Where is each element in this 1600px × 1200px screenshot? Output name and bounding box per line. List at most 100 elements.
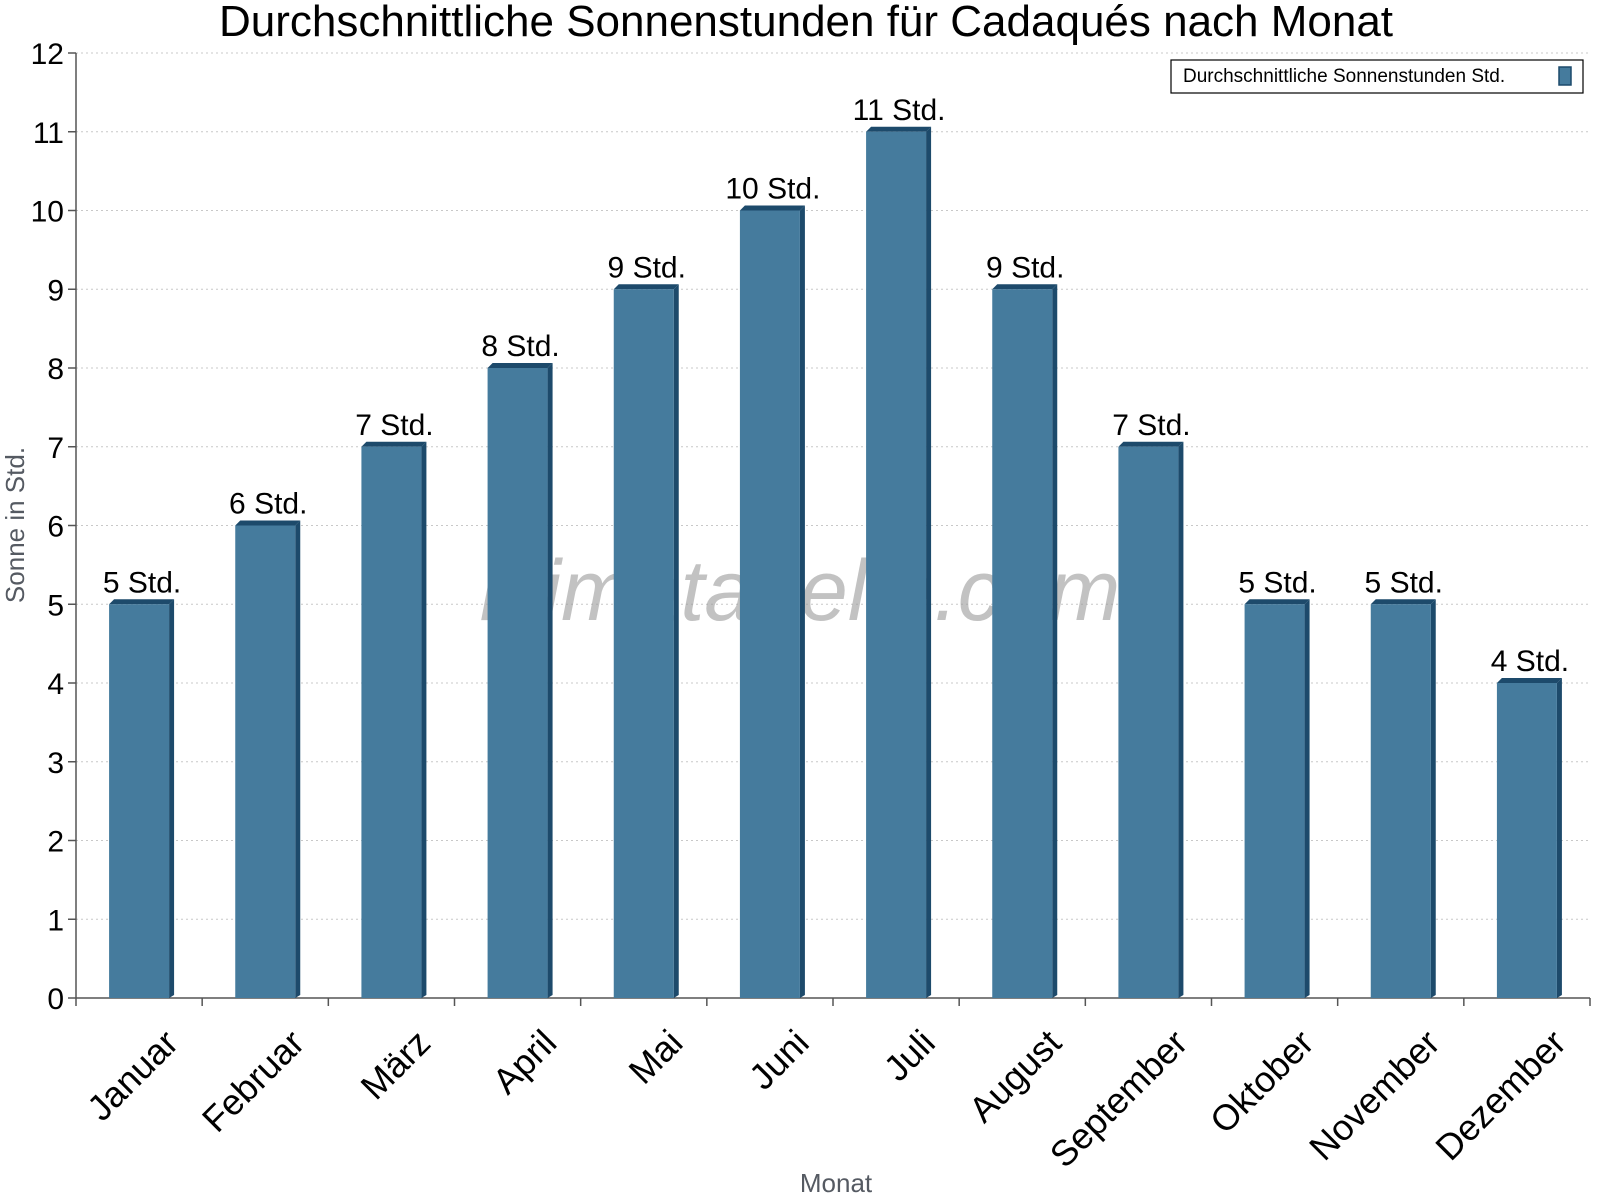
x-tick-labels: Januar Februar März April Mai Juni Juli AugustS… <box>79 1022 1574 1176</box>
bar-side <box>1430 599 1436 998</box>
chart-title: Durchschnittliche Sonnenstunden für Cada… <box>219 0 1393 46</box>
bar-januar <box>109 599 175 998</box>
bar-september <box>1118 441 1184 998</box>
y-tick-label: 4 <box>47 668 64 701</box>
bar-dezember <box>1496 678 1562 998</box>
bar-side <box>1556 678 1562 998</box>
bar-side <box>1052 284 1058 998</box>
bar-top <box>1118 441 1184 447</box>
bar <box>613 289 674 998</box>
bar-side <box>926 126 932 998</box>
x-tick-label: August <box>961 1022 1069 1130</box>
data-label: 8 Std. <box>481 330 559 363</box>
bar-top <box>739 205 805 211</box>
bar-juni <box>739 205 805 998</box>
bar-top <box>109 599 175 605</box>
y-tick-label: 7 <box>47 432 64 465</box>
legend-swatch <box>1558 66 1572 86</box>
x-tick-label: November <box>1301 1022 1447 1168</box>
bar-side <box>673 284 679 998</box>
x-tick-label: Oktober <box>1202 1022 1322 1142</box>
y-tick-label: 9 <box>47 274 64 307</box>
data-label: 9 Std. <box>608 251 686 284</box>
bar-februar <box>235 520 301 998</box>
bar-top <box>1244 599 1310 605</box>
grid-lines <box>76 52 1590 920</box>
y-tick-label: 8 <box>47 353 64 386</box>
data-label: 10 Std. <box>725 173 820 206</box>
bar <box>361 446 422 998</box>
bar <box>866 131 927 998</box>
axes <box>68 52 1591 1006</box>
data-label: 7 Std. <box>355 409 433 442</box>
data-label: 11 Std. <box>853 94 946 127</box>
bar-side <box>421 441 427 998</box>
bar-side <box>169 599 175 998</box>
y-tick-label: 3 <box>47 747 64 780</box>
bar-top <box>1496 678 1562 683</box>
y-tick-label: 11 <box>33 117 64 150</box>
y-axis-title: Sonne in Std. <box>0 447 30 603</box>
data-label: 5 Std. <box>1238 566 1316 599</box>
bar-side <box>547 363 553 998</box>
bar <box>109 604 170 998</box>
x-tick-label: Dezember <box>1427 1022 1573 1168</box>
bar <box>1496 683 1557 998</box>
data-label: 9 Std. <box>986 251 1064 284</box>
bar <box>487 368 548 998</box>
bars <box>109 126 1562 998</box>
data-label: 5 Std. <box>103 566 181 599</box>
y-tick-label: 12 <box>31 38 64 71</box>
bar-side <box>1304 599 1310 998</box>
bar-oktober <box>1244 599 1310 998</box>
y-tick-label: 5 <box>47 589 64 622</box>
bar-top <box>361 441 427 447</box>
bar <box>1118 446 1179 998</box>
y-tick-label: 0 <box>47 983 64 1016</box>
x-axis-title: Monat <box>800 1168 873 1198</box>
bar-top <box>235 520 301 526</box>
bar-top <box>1370 599 1436 605</box>
legend-box <box>1170 59 1584 94</box>
x-tick-label: Juni <box>741 1022 817 1098</box>
data-label: 7 Std. <box>1112 409 1190 442</box>
bar-november <box>1370 599 1436 998</box>
bar-top <box>866 126 932 132</box>
bar-top <box>613 284 679 290</box>
bar-side <box>799 205 805 998</box>
bar-august <box>992 284 1058 998</box>
bar-juli <box>866 126 932 998</box>
y-tick-label: 1 <box>47 904 64 937</box>
x-tick-label: Februar <box>194 1022 312 1140</box>
x-tick-label: September <box>1042 1022 1196 1176</box>
bar-märz <box>361 441 427 998</box>
bar-april <box>487 363 553 998</box>
y-tick-label: 10 <box>31 196 64 229</box>
y-tick-label: 2 <box>47 826 64 859</box>
x-tick-label: Januar <box>79 1022 186 1129</box>
data-label: 6 Std. <box>229 488 307 521</box>
x-tick-label: März <box>353 1022 439 1108</box>
bar-top <box>992 284 1058 290</box>
bar <box>1370 604 1431 998</box>
legend-label: Durchschnittliche Sonnenstunden Std. <box>1183 66 1505 87</box>
data-labels: 5 Std. 6 Std. 7 Std. 8 Std. 9 Std. 10 Std. 11 … <box>103 94 1569 678</box>
bar-side <box>1178 441 1184 998</box>
x-tick-label: April <box>484 1022 564 1102</box>
x-tick-label: Mai <box>620 1022 690 1092</box>
bar <box>992 289 1053 998</box>
data-label: 4 Std. <box>1491 645 1569 678</box>
bar-mai <box>613 284 679 998</box>
bar-side <box>295 520 301 998</box>
legend: Durchschnittliche Sonnenstunden Std. <box>1170 59 1584 94</box>
bar <box>1244 604 1305 998</box>
x-tick-label: Juli <box>876 1022 943 1089</box>
bar <box>235 525 296 998</box>
data-label: 5 Std. <box>1365 566 1443 599</box>
bar <box>739 210 800 998</box>
bar-top <box>487 363 553 368</box>
y-tick-label: 6 <box>47 511 64 544</box>
